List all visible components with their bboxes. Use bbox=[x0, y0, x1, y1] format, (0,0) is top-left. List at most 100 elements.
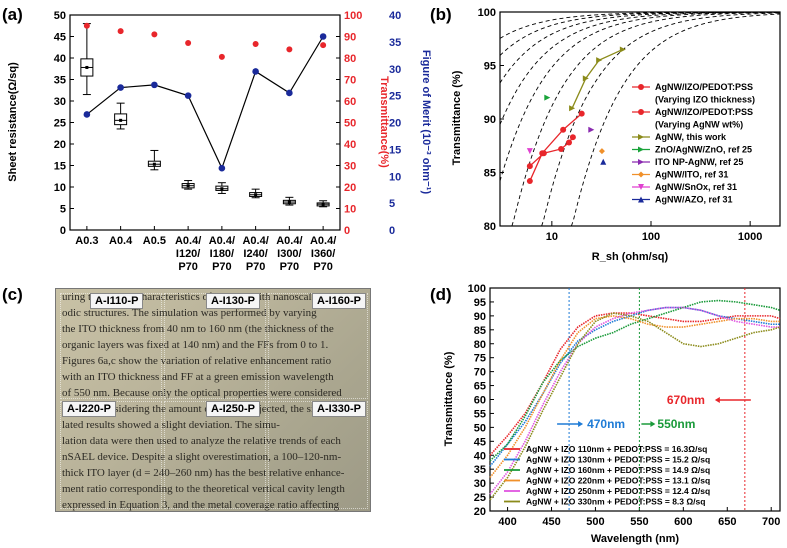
chart-b-ytick-label: 80 bbox=[484, 221, 496, 233]
chart-d-xtick-label: 400 bbox=[498, 516, 516, 528]
panel-label-a: (a) bbox=[2, 5, 23, 24]
chart-a-box-mean bbox=[85, 65, 89, 69]
chart-d-xtick-label: 700 bbox=[762, 516, 780, 528]
photo-text-line: without considering the amount of curren… bbox=[62, 403, 332, 415]
chart-d-ytick-label: 20 bbox=[474, 506, 486, 518]
chart-b-point bbox=[600, 158, 607, 165]
chart-b-point bbox=[526, 178, 533, 185]
chart-b-point bbox=[526, 148, 533, 155]
chart-a: Sheet resistance(Ω/sq) Transmittance(%) … bbox=[7, 10, 432, 273]
chart-a-transmittance-point bbox=[185, 39, 192, 46]
chart-d-ytick-label: 100 bbox=[468, 283, 486, 295]
chart-d-ytick-label: 60 bbox=[474, 395, 486, 407]
sample-label: A-I220-P bbox=[62, 401, 117, 417]
chart-a-xtick-label-line: A0.4/ bbox=[276, 235, 302, 247]
sample-cell bbox=[268, 401, 368, 509]
chart-b-point bbox=[544, 94, 551, 101]
sample-label: A-I250-P bbox=[206, 401, 261, 417]
chart-a-xtick-label: A0.3 bbox=[75, 235, 98, 247]
chart-a-box-mean bbox=[254, 193, 258, 197]
chart-a-ytick-left-label: 15 bbox=[54, 161, 66, 173]
chart-a-fom-point bbox=[319, 33, 327, 40]
chart-a-fom-line bbox=[86, 36, 324, 170]
chart-b-fom-iso-curve bbox=[541, 12, 780, 227]
chart-a-xtick-label: A0.4/I120/P70 bbox=[175, 235, 201, 273]
chart-a-fom-point bbox=[83, 111, 91, 118]
chart-a-xtick-label: A0.5 bbox=[143, 235, 166, 247]
chart-d: Transmittance (%) Wavelength (nm) 20 25 30… bbox=[443, 283, 781, 545]
chart-a-xtick-label-line: A0.5 bbox=[143, 235, 166, 247]
chart-a-box-mean bbox=[119, 118, 123, 122]
sample-label: A-I160-P bbox=[312, 293, 367, 309]
chart-a-ytick-right2-label: 5 bbox=[389, 198, 395, 210]
chart-d-legend-label: AgNW + IZO 130nm + PEDOT:PSS = 15.2 Ω/sq bbox=[526, 455, 710, 465]
chart-b-fom-iso-curve bbox=[570, 13, 780, 227]
chart-b: Transmittance (%) R_sh (ohm/sq) 80 85 90 95… bbox=[451, 7, 781, 263]
chart-d-annotation-470: 470nm bbox=[587, 417, 625, 431]
chart-a-ytick-right1-label: 70 bbox=[344, 75, 356, 87]
sample-label: A-I130-P bbox=[206, 293, 261, 309]
chart-a-ytick-right2-label: 15 bbox=[389, 144, 401, 156]
chart-b-legend-marker bbox=[638, 84, 644, 90]
chart-b-legend-label: AgNW/AZO, ref 31 bbox=[655, 195, 733, 205]
chart-a-xtick-label-line: I360/ bbox=[311, 248, 335, 260]
chart-d-xlabel: Wavelength (nm) bbox=[591, 533, 680, 545]
chart-b-ytick-label: 90 bbox=[484, 114, 496, 126]
chart-d-series-line bbox=[489, 306, 780, 495]
chart-a-transmittance-point bbox=[117, 28, 124, 35]
chart-b-point bbox=[539, 150, 546, 157]
chart-a-ytick-right1-label: 50 bbox=[344, 118, 356, 130]
chart-b-fom-iso-curve bbox=[499, 11, 780, 56]
chart-a-ytick-right2-label: 0 bbox=[389, 225, 395, 237]
chart-a-transmittance-point bbox=[320, 42, 327, 49]
chart-a-box-mean bbox=[186, 184, 190, 188]
chart-d-xtick-label: 550 bbox=[630, 516, 648, 528]
photo-text-line: nSAEL device. Despite a slight overestim… bbox=[62, 451, 342, 463]
chart-a-ytick-left-label: 20 bbox=[54, 139, 66, 151]
chart-d-ytick-label: 70 bbox=[474, 367, 486, 379]
chart-a-ytick-right2-label: 40 bbox=[389, 10, 401, 22]
chart-a-xtick-label-line: A0.4/ bbox=[310, 235, 336, 247]
chart-d-ytick-label: 95 bbox=[474, 297, 486, 309]
chart-d-legend-label: AgNW + IZO 220nm + PEDOT:PSS = 13.1 Ω/sq bbox=[526, 476, 710, 486]
chart-a-fom-point bbox=[286, 89, 293, 97]
chart-a-xtick-label-line: I300/ bbox=[277, 248, 301, 260]
chart-a-ytick-right1-label: 0 bbox=[344, 225, 350, 237]
chart-d-ytick-label: 80 bbox=[474, 339, 486, 351]
chart-a-ytick-right2-label: 35 bbox=[389, 37, 401, 49]
sample-label: A-I110-P bbox=[90, 293, 144, 309]
chart-d-annotation-550: 550nm bbox=[657, 417, 695, 431]
sample-label: A-I330-P bbox=[312, 401, 367, 417]
chart-d-series-line bbox=[489, 299, 781, 462]
chart-a-xtick-label-line: I180/ bbox=[210, 248, 234, 260]
chart-b-point bbox=[596, 57, 603, 64]
chart-b-legend-label: AgNW/IZO/PEDOT:PSS bbox=[655, 107, 753, 117]
chart-a-ytick-right2-label: 25 bbox=[389, 91, 401, 103]
chart-d-xtick-label: 450 bbox=[542, 516, 560, 528]
chart-a-ytick-left-label: 25 bbox=[54, 118, 66, 130]
chart-d-ytick-label: 30 bbox=[474, 478, 486, 490]
chart-b-legend-marker bbox=[638, 184, 644, 190]
photo-text-block: uring the optical characteristics of OLE… bbox=[62, 289, 364, 511]
chart-a-xtick-label-line: P70 bbox=[178, 261, 198, 273]
chart-b-fom-iso-curve bbox=[499, 11, 780, 39]
chart-a-ytick-right1-label: 40 bbox=[344, 139, 356, 151]
chart-b-xtick-label: 10 bbox=[546, 231, 558, 243]
chart-b-xtick-label: 1000 bbox=[738, 231, 762, 243]
chart-d-ytick-label: 40 bbox=[474, 450, 486, 462]
chart-b-legend-marker bbox=[638, 171, 644, 178]
panel-label-d: (d) bbox=[430, 285, 452, 304]
photo-text-line: Figures 6a,c show the variation of relat… bbox=[62, 355, 332, 367]
chart-b-ytick-label: 85 bbox=[484, 168, 496, 180]
chart-a-xtick-label: A0.4/I300/P70 bbox=[276, 235, 302, 273]
chart-d-legend-label: AgNW + IZO 110nm + PEDOT:PSS = 16.3Ω/sq bbox=[526, 444, 707, 454]
chart-d-xtick-label: 650 bbox=[718, 516, 736, 528]
chart-d-ytick-label: 90 bbox=[474, 311, 486, 323]
chart-a-transmittance-point bbox=[83, 22, 90, 29]
chart-a-transmittance-point bbox=[286, 46, 293, 53]
chart-a-ytick-left-label: 45 bbox=[54, 32, 66, 44]
chart-b-legend-label: (Varying IZO thickness) bbox=[655, 95, 755, 105]
chart-a-box-mean bbox=[152, 162, 156, 166]
chart-d-legend-label: AgNW + IZO 330nm + PEDOT:PSS = 8.3 Ω/sq bbox=[526, 497, 705, 507]
chart-d-ylabel: Transmittance (%) bbox=[443, 351, 455, 446]
